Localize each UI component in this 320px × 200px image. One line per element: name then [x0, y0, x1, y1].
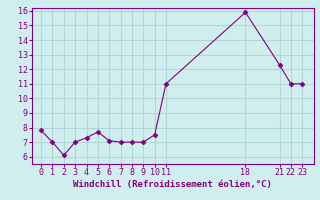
X-axis label: Windchill (Refroidissement éolien,°C): Windchill (Refroidissement éolien,°C)	[73, 180, 272, 189]
